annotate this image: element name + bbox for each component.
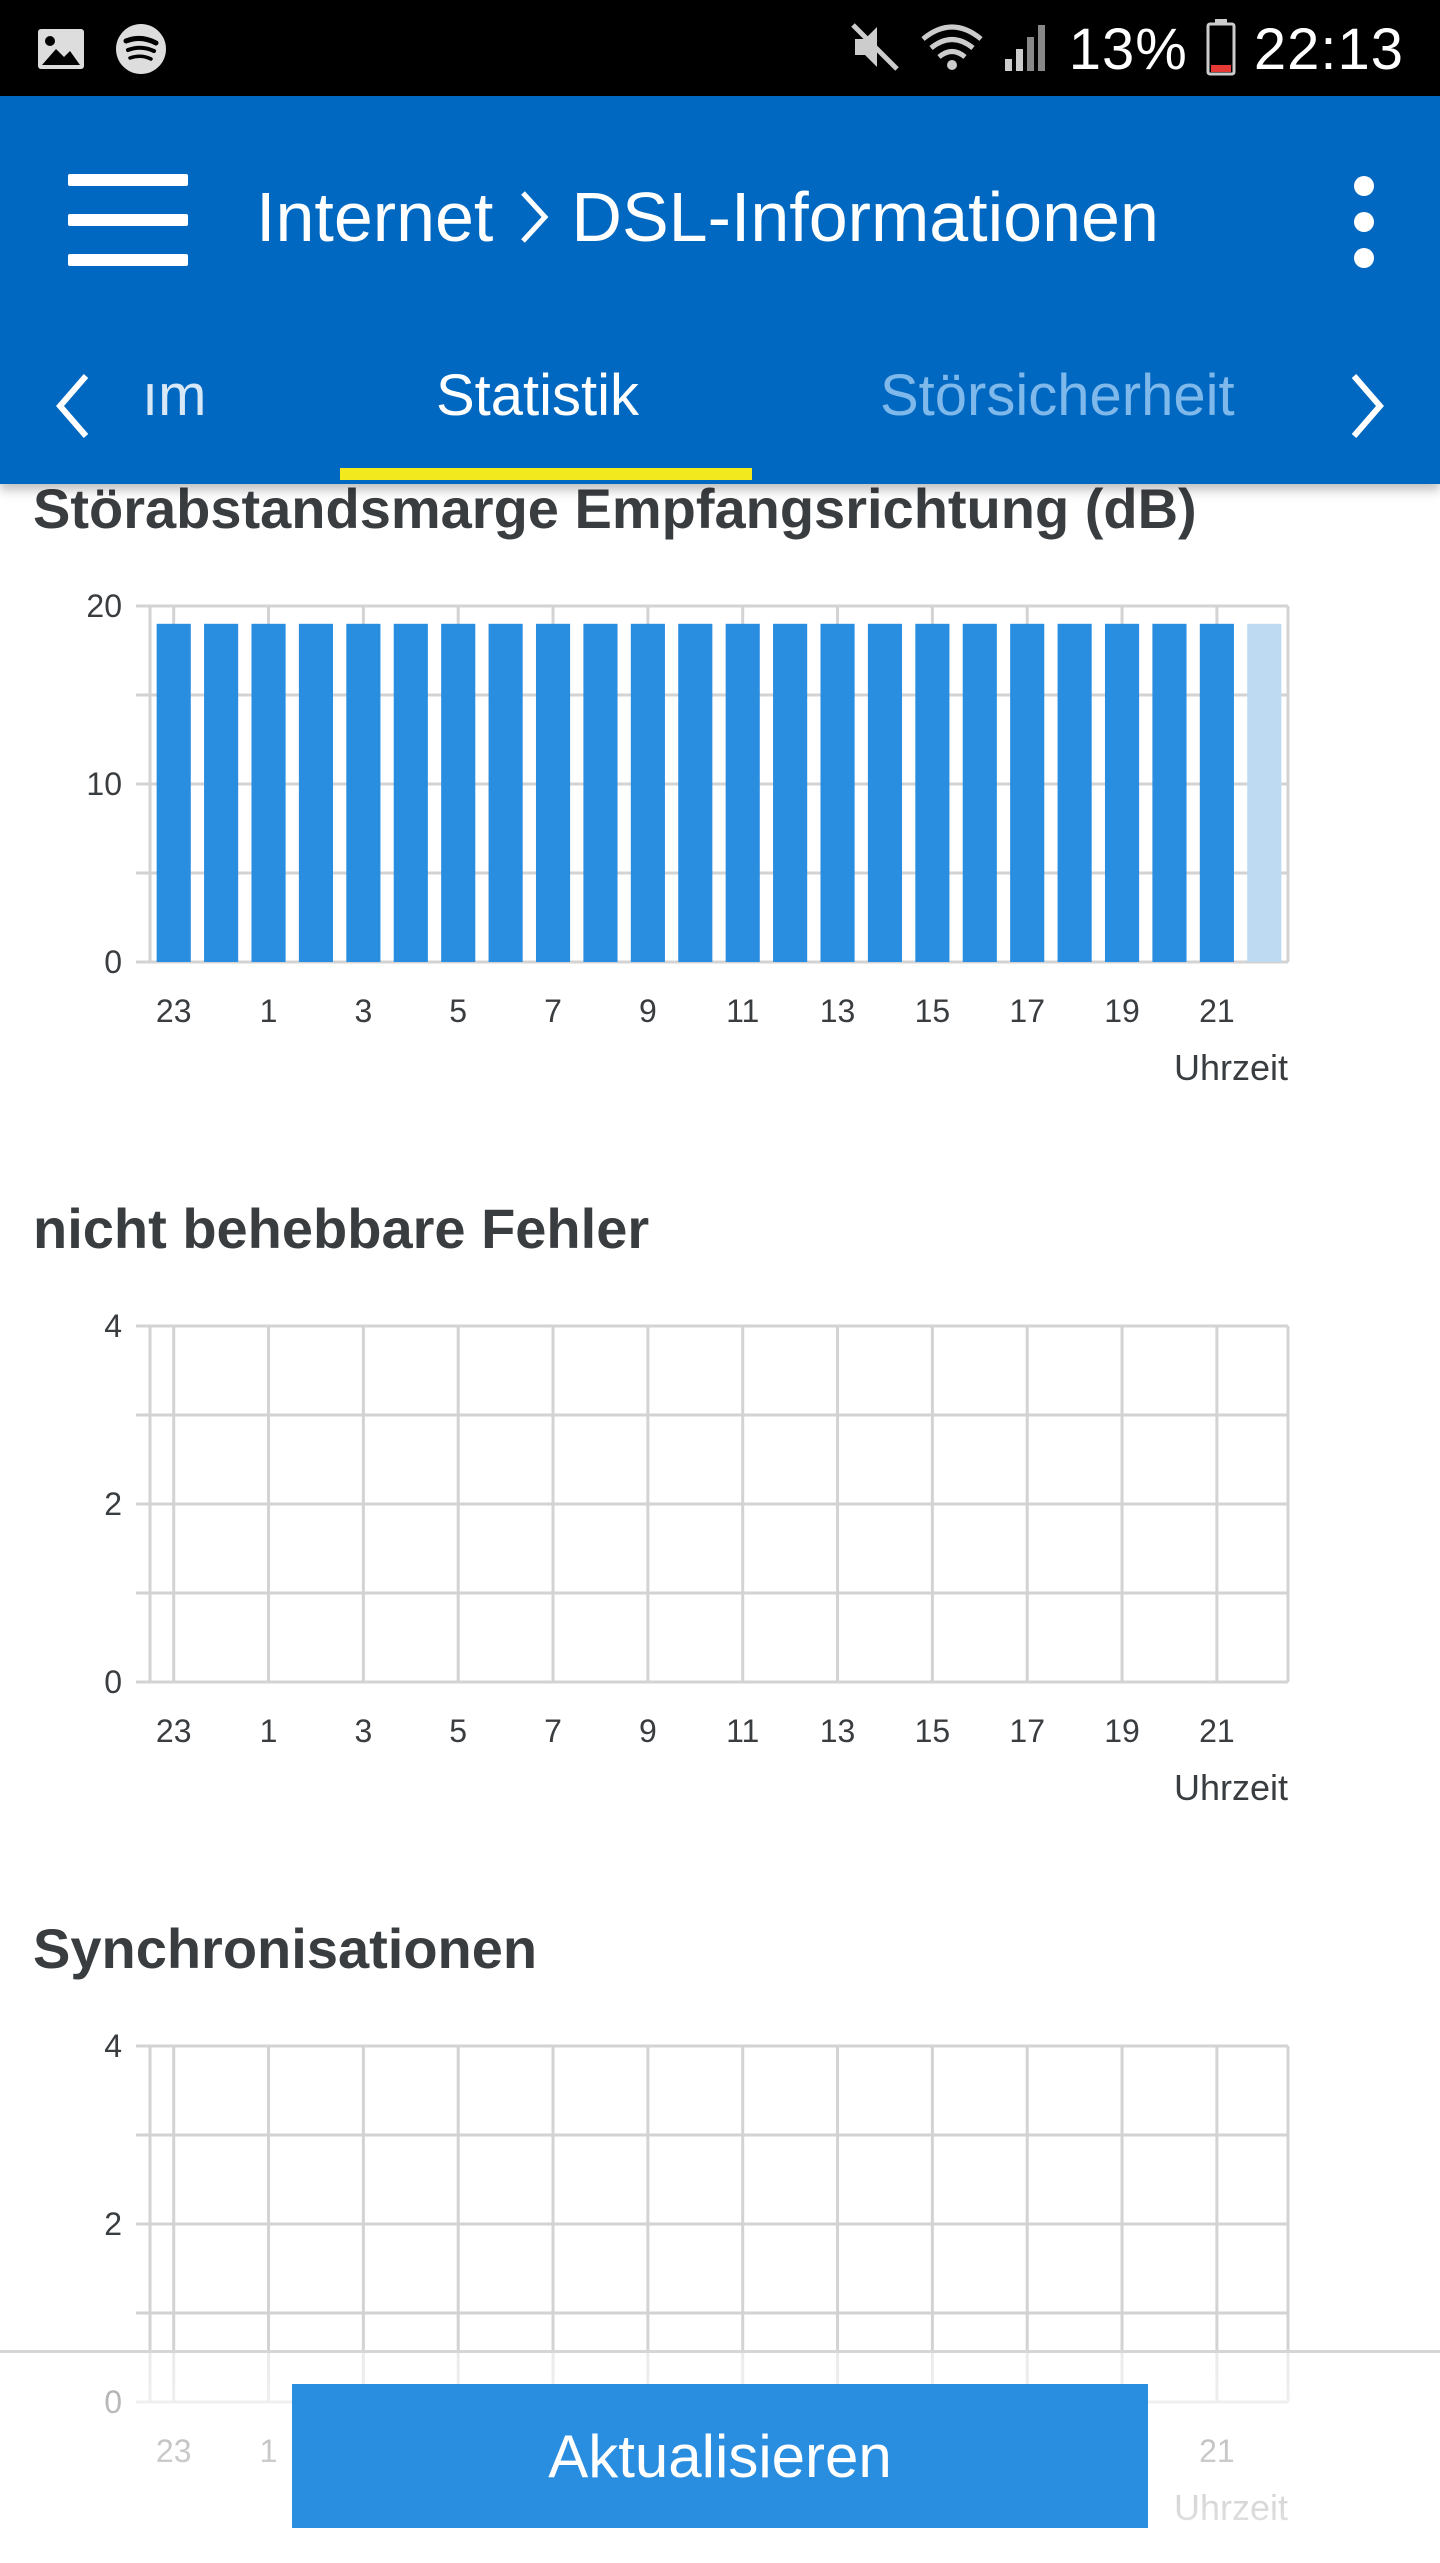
x-tick-label: 21 [1199, 1713, 1235, 1749]
bar-3 [346, 623, 381, 962]
y-tick-label: 10 [86, 766, 122, 802]
bar-9 [630, 623, 665, 962]
x-tick-label: 15 [915, 1713, 951, 1749]
mute-icon [849, 21, 901, 78]
x-tick-label: 17 [1009, 993, 1045, 1029]
breadcrumb-item-internet[interactable]: Internet [256, 178, 494, 256]
bar-10 [678, 623, 713, 962]
tab-partial-previous[interactable]: ım [142, 363, 207, 428]
breadcrumb: Internet DSL-Informationen [256, 162, 1159, 272]
bar-21 [1199, 623, 1234, 962]
bar-18 [1057, 623, 1092, 962]
y-tick-label: 4 [104, 1308, 122, 1344]
x-tick-label: 7 [544, 993, 562, 1029]
bar-0 [204, 623, 239, 962]
section-title-snr: Störabstandsmarge Empfangsrichtung (dB) [33, 477, 1197, 540]
x-axis-label: Uhrzeit [1174, 1047, 1288, 1088]
spotify-icon [114, 22, 168, 81]
bar-7 [535, 623, 571, 962]
tab-stoersicherheit[interactable]: Störsicherheit [880, 363, 1235, 428]
chevron-right-icon [519, 189, 549, 245]
x-tick-label: 1 [260, 1713, 278, 1749]
section-title-errors: nicht behebbare Fehler [33, 1197, 650, 1260]
bar-13 [820, 623, 855, 962]
y-tick-label: 0 [104, 944, 122, 980]
tab-indicator [340, 468, 752, 480]
bar-6 [488, 623, 523, 962]
bar-19 [1104, 623, 1140, 962]
x-tick-label: 23 [156, 1713, 192, 1749]
bar-11 [725, 623, 760, 962]
bar-23 [156, 623, 191, 962]
bar-5 [441, 623, 476, 962]
x-tick-label: 17 [1009, 1713, 1045, 1749]
x-tick-label: 13 [820, 1713, 856, 1749]
bar-17 [1010, 623, 1045, 962]
x-tick-label: 11 [726, 1713, 759, 1749]
status-bar: 13% 22:13 [0, 0, 1440, 96]
bar-20 [1152, 623, 1187, 962]
y-tick-label: 2 [104, 1486, 122, 1522]
tab-bar: ım Statistik Störsicherheit [0, 336, 1440, 484]
y-tick-label: 2 [104, 2206, 122, 2242]
x-tick-label: 9 [639, 1713, 657, 1749]
y-tick-label: 0 [104, 1664, 122, 1700]
x-tick-label: 5 [449, 1713, 467, 1749]
x-tick-label: 19 [1104, 993, 1140, 1029]
x-tick-label: 23 [156, 993, 192, 1029]
bar-15 [915, 623, 950, 962]
y-tick-label: 20 [86, 588, 122, 624]
y-tick-label: 4 [104, 2028, 122, 2064]
breadcrumb-item-dsl-informationen: DSL-Informationen [571, 178, 1159, 256]
bar-8 [583, 623, 618, 962]
section-title-sync: Synchronisationen [33, 1917, 538, 1980]
x-tick-label: 21 [1199, 993, 1235, 1029]
x-tick-label: 13 [820, 993, 856, 1029]
x-tick-label: 3 [354, 1713, 372, 1749]
x-tick-label: 11 [726, 993, 759, 1029]
battery-percent: 13% [1068, 16, 1188, 82]
bar-4 [393, 623, 428, 962]
bar-22 [1247, 623, 1282, 962]
bar-16 [962, 623, 997, 962]
tab-statistik[interactable]: Statistik [436, 363, 640, 428]
app-bar: Internet DSL-Informationen ım Statistik … [0, 96, 1440, 484]
bar-1 [251, 623, 286, 962]
hamburger-menu-icon[interactable] [68, 174, 188, 266]
x-tick-label: 5 [449, 993, 467, 1029]
x-tick-label: 3 [354, 993, 372, 1029]
x-axis-label: Uhrzeit [1174, 1767, 1288, 1808]
clock: 22:13 [1253, 16, 1404, 82]
x-tick-label: 7 [544, 1713, 562, 1749]
bar-12 [773, 623, 808, 962]
x-tick-label: 15 [915, 993, 951, 1029]
signal-icon [1003, 21, 1051, 78]
x-tick-label: 1 [260, 993, 278, 1029]
image-icon [36, 27, 86, 76]
chevron-left-icon[interactable] [42, 356, 102, 456]
battery-icon [1206, 18, 1236, 81]
chevron-right-tab-icon[interactable] [1338, 356, 1398, 456]
refresh-button[interactable]: Aktualisieren [292, 2384, 1148, 2528]
bar-2 [298, 623, 334, 962]
more-vert-icon[interactable] [1344, 176, 1384, 268]
bar-14 [867, 623, 903, 962]
x-tick-label: 19 [1104, 1713, 1140, 1749]
x-tick-label: 9 [639, 993, 657, 1029]
wifi-icon [919, 21, 985, 78]
